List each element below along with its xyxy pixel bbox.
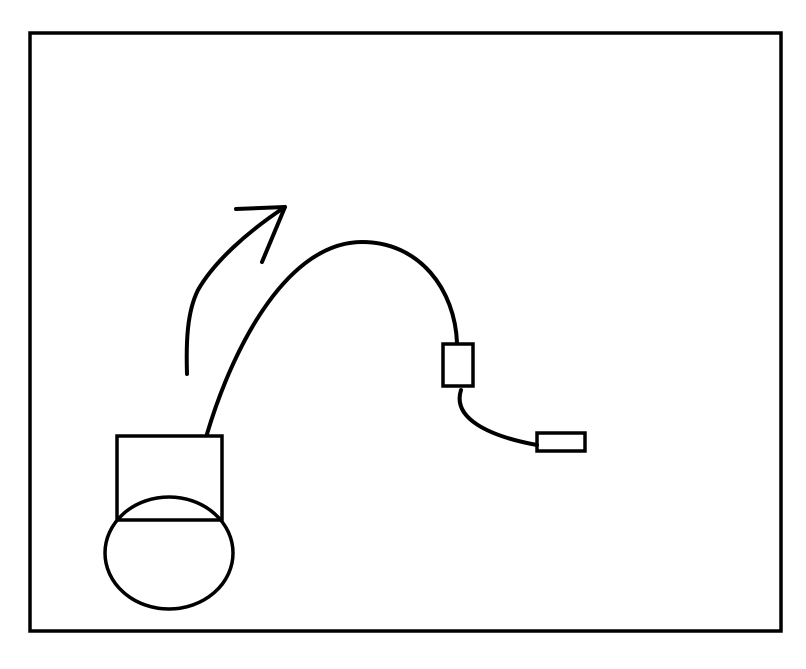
short-cable [457, 388, 539, 447]
small-box [441, 342, 475, 388]
curved-arrow-shaft [184, 205, 287, 376]
base-ellipse [103, 495, 235, 611]
arc-cable [205, 240, 459, 436]
frame-border [28, 31, 783, 633]
base-box [115, 434, 224, 522]
curved-arrow-head [234, 205, 287, 264]
curved-arrow [184, 205, 287, 376]
small-plug [535, 431, 587, 453]
